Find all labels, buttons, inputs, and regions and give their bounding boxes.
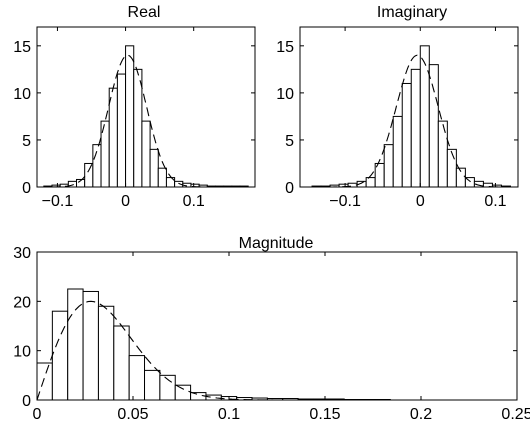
magnitude-bar-11 (205, 394, 222, 401)
imaginary-bar-15 (446, 148, 457, 188)
real-ytick-label: 0 (22, 180, 31, 197)
imaginary-xtick-label: −0.1 (329, 193, 361, 210)
magnitude-xtick-label: 0.15 (309, 406, 340, 423)
magnitude-ytick-label: 10 (13, 344, 31, 361)
real-ytick-label: 5 (22, 133, 31, 150)
imaginary-axes-box (299, 26, 519, 188)
magnitude-xtick-label: 0.2 (410, 406, 432, 423)
magnitude-bar-3 (82, 290, 99, 401)
real-bar-8 (108, 87, 118, 188)
real-axes-box (36, 26, 256, 188)
imaginary-panel-title: Imaginary (377, 4, 447, 21)
magnitude-xtick-label: 0 (33, 406, 42, 423)
magnitude-bar-6 (128, 355, 146, 401)
imaginary-ytick-label: 10 (276, 86, 294, 103)
imaginary-bar-6 (365, 177, 376, 188)
real-bar-5 (84, 162, 94, 188)
real-xtick-label: −0.1 (42, 193, 74, 210)
imaginary-xtick-label: 0.1 (484, 193, 506, 210)
magnitude-histogram-panel: Magnitude 0 0.05 0.1 0.15 0.2 0.25 0 10 20 30 (13, 235, 530, 423)
real-ytick-label: 10 (13, 86, 31, 103)
magnitude-ytick-label: 0 (22, 393, 31, 410)
magnitude-axes-box (36, 251, 518, 401)
magnitude-xtick-label: 0.25 (501, 406, 530, 423)
imaginary-ytick-label: 5 (285, 133, 294, 150)
imaginary-bar-8 (383, 144, 394, 188)
magnitude-xtick-label: 0.1 (218, 406, 240, 423)
magnitude-ytick-label: 30 (13, 245, 31, 262)
real-bar-14 (157, 167, 167, 188)
real-ytick-label: 15 (13, 39, 31, 56)
real-xtick-label: 0 (121, 193, 130, 210)
real-bar-10 (125, 45, 135, 188)
imaginary-histogram-panel: Imaginary −0.1 0 0.1 0 5 10 15 (276, 4, 519, 210)
imaginary-bar-14 (437, 120, 448, 188)
magnitude-bar-9 (174, 384, 192, 401)
real-panel-title: Real (128, 4, 161, 21)
magnitude-panel-title: Magnitude (239, 235, 314, 252)
real-fit-curve (37, 54, 255, 188)
imaginary-bar-10 (401, 82, 412, 188)
imaginary-ytick-label: 15 (276, 39, 294, 56)
real-histogram-panel: Real −0.1 0 0.1 0 5 10 15 (13, 4, 256, 210)
real-xtick-label: 0.1 (183, 193, 205, 210)
imaginary-xtick-label: 0 (416, 193, 425, 210)
real-bar-6 (92, 144, 102, 188)
magnitude-ytick-label: 20 (13, 294, 31, 311)
magnitude-bar-1 (51, 310, 69, 401)
magnitude-bar-5 (113, 325, 130, 401)
imaginary-bar-12 (419, 45, 430, 188)
magnitude-xtick-label: 0.05 (117, 406, 148, 423)
magnitude-bar-7 (144, 369, 161, 401)
imaginary-ytick-label: 0 (285, 180, 294, 197)
magnitude-bar-4 (97, 305, 115, 401)
imaginary-bar-13 (428, 64, 439, 188)
real-bar-13 (149, 148, 159, 188)
real-bar-11 (133, 68, 143, 188)
imaginary-bar-11 (410, 68, 421, 188)
imaginary-bar-9 (392, 115, 403, 188)
real-bar-9 (116, 73, 127, 188)
real-bar-12 (141, 120, 151, 188)
